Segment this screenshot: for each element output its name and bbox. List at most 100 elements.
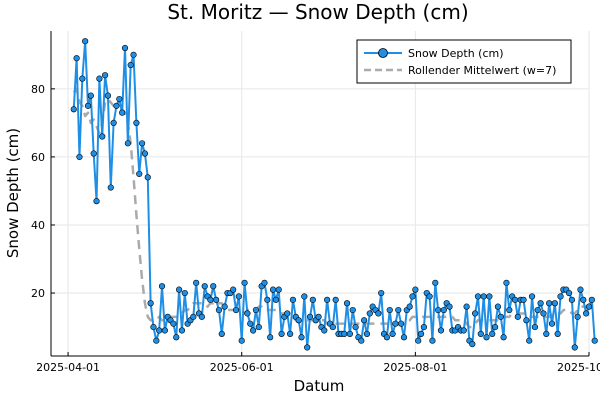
snow-depth-point — [568, 296, 576, 303]
snow-depth-point — [121, 44, 129, 52]
snow-depth-point — [574, 313, 581, 320]
snow-depth-point — [548, 320, 556, 327]
snow-depth-point — [420, 323, 428, 331]
snow-depth-point — [93, 198, 100, 205]
snow-depth-point — [585, 303, 593, 310]
snow-depth-point — [343, 300, 351, 307]
snow-depth-point — [426, 293, 433, 300]
snow-depth-point — [352, 323, 359, 331]
axes — [50, 31, 589, 357]
snow-depth-point — [289, 296, 297, 303]
x-tick-label: 2025-10-01 — [557, 361, 600, 374]
snow-depth-point — [295, 317, 302, 324]
snow-depth-point — [201, 283, 208, 290]
snow-depth-point — [583, 310, 590, 317]
snow-depth-point — [477, 330, 484, 337]
snow-depth-point — [244, 310, 251, 317]
snow-depth-point — [87, 92, 94, 99]
snow-depth-point — [392, 320, 399, 327]
snow-depth-point — [116, 95, 123, 103]
y-tick-label: 60 — [31, 151, 45, 164]
y-tick-label: 40 — [31, 219, 45, 232]
snow-depth-point — [417, 330, 425, 337]
snow-depth-point — [526, 337, 533, 344]
snow-depth-point — [389, 330, 396, 337]
snow-depth-point — [238, 337, 245, 344]
series-layer — [70, 38, 598, 351]
snow-depth-point — [304, 344, 311, 351]
snow-depth-point — [107, 184, 114, 191]
snow-depth-point — [503, 279, 510, 286]
snow-depth-point — [136, 170, 143, 178]
ticks: 2025-04-01 2025-06-01 2025-08-01 2025-10-01… — [31, 83, 600, 374]
snow-depth-point — [153, 337, 160, 344]
snow-depth-point — [565, 289, 573, 297]
snow-depth-point — [76, 153, 83, 161]
snow-depth-point — [540, 310, 547, 317]
snow-depth-point — [483, 334, 490, 341]
snow-depth-point — [480, 293, 487, 300]
snow-depth-point — [218, 330, 225, 337]
snow-depth-point — [261, 279, 268, 286]
snow-depth-point — [446, 303, 453, 310]
snow-depth-point — [96, 75, 103, 82]
snow-depth-point — [460, 327, 467, 334]
snow-depth-point — [412, 286, 419, 293]
chart-title: St. Moritz — Snow Depth (cm) — [167, 0, 468, 24]
snow-depth-point — [252, 306, 260, 314]
snow-depth-point — [511, 296, 519, 303]
snow-depth-point — [198, 313, 205, 320]
snow-depth-point — [190, 313, 197, 320]
snow-depth-point — [181, 289, 188, 297]
snow-depth-point — [84, 102, 92, 109]
snow-depth-point — [210, 283, 217, 290]
snow-depth-point — [435, 306, 442, 314]
snow-depth-point — [409, 293, 416, 300]
snow-depth-point — [332, 296, 339, 303]
snow-depth-point — [349, 306, 356, 314]
snow-depth-point — [306, 313, 314, 320]
snow-depth-point — [113, 102, 120, 109]
snow-depth-point — [309, 296, 316, 303]
snow-depth-point — [178, 327, 186, 334]
snow-depth-point — [110, 119, 117, 126]
snow-depth-point — [79, 75, 86, 82]
snow-depth-point — [247, 320, 254, 327]
snow-depth-point — [158, 283, 166, 290]
snow-depth-point — [537, 300, 544, 307]
snow-depth-point — [250, 327, 257, 334]
snow-depth-point — [554, 330, 561, 337]
snow-depth-point — [557, 293, 564, 300]
snow-depth-point — [543, 330, 550, 337]
y-tick-label: 80 — [31, 83, 45, 96]
snow-depth-point — [287, 330, 294, 337]
snow-depth-point — [241, 279, 248, 286]
snow-depth-point — [577, 286, 584, 293]
snow-depth-point — [321, 327, 328, 334]
snow-depth-point — [400, 334, 408, 341]
legend-label-rolling-mean: Rollender Mittelwert (w=7) — [408, 64, 556, 77]
snow-depth-point — [440, 306, 447, 314]
snow-depth-point — [232, 306, 240, 314]
snow-depth-point — [486, 293, 493, 300]
snow-depth-point — [193, 279, 200, 286]
grid — [51, 31, 590, 356]
snow-depth-point — [264, 296, 271, 303]
snow-depth-point — [176, 286, 183, 293]
snow-depth-point — [173, 334, 180, 341]
snow-depth-point — [221, 303, 228, 310]
snow-depth-point — [130, 51, 137, 58]
snow-depth-point — [346, 330, 353, 337]
snow-depth-point — [531, 323, 539, 331]
snow-depth-point — [99, 133, 106, 140]
snow-depth-point — [284, 310, 291, 317]
snow-depth-point — [230, 286, 237, 293]
snow-depth-point — [82, 38, 89, 45]
x-tick-label: 2025-04-01 — [36, 361, 100, 374]
snow-depth-point — [383, 334, 390, 341]
snow-depth-point — [489, 330, 496, 337]
snow-depth-point — [494, 303, 502, 310]
snow-depth-point — [329, 323, 336, 331]
snow-depth-point — [472, 310, 479, 317]
